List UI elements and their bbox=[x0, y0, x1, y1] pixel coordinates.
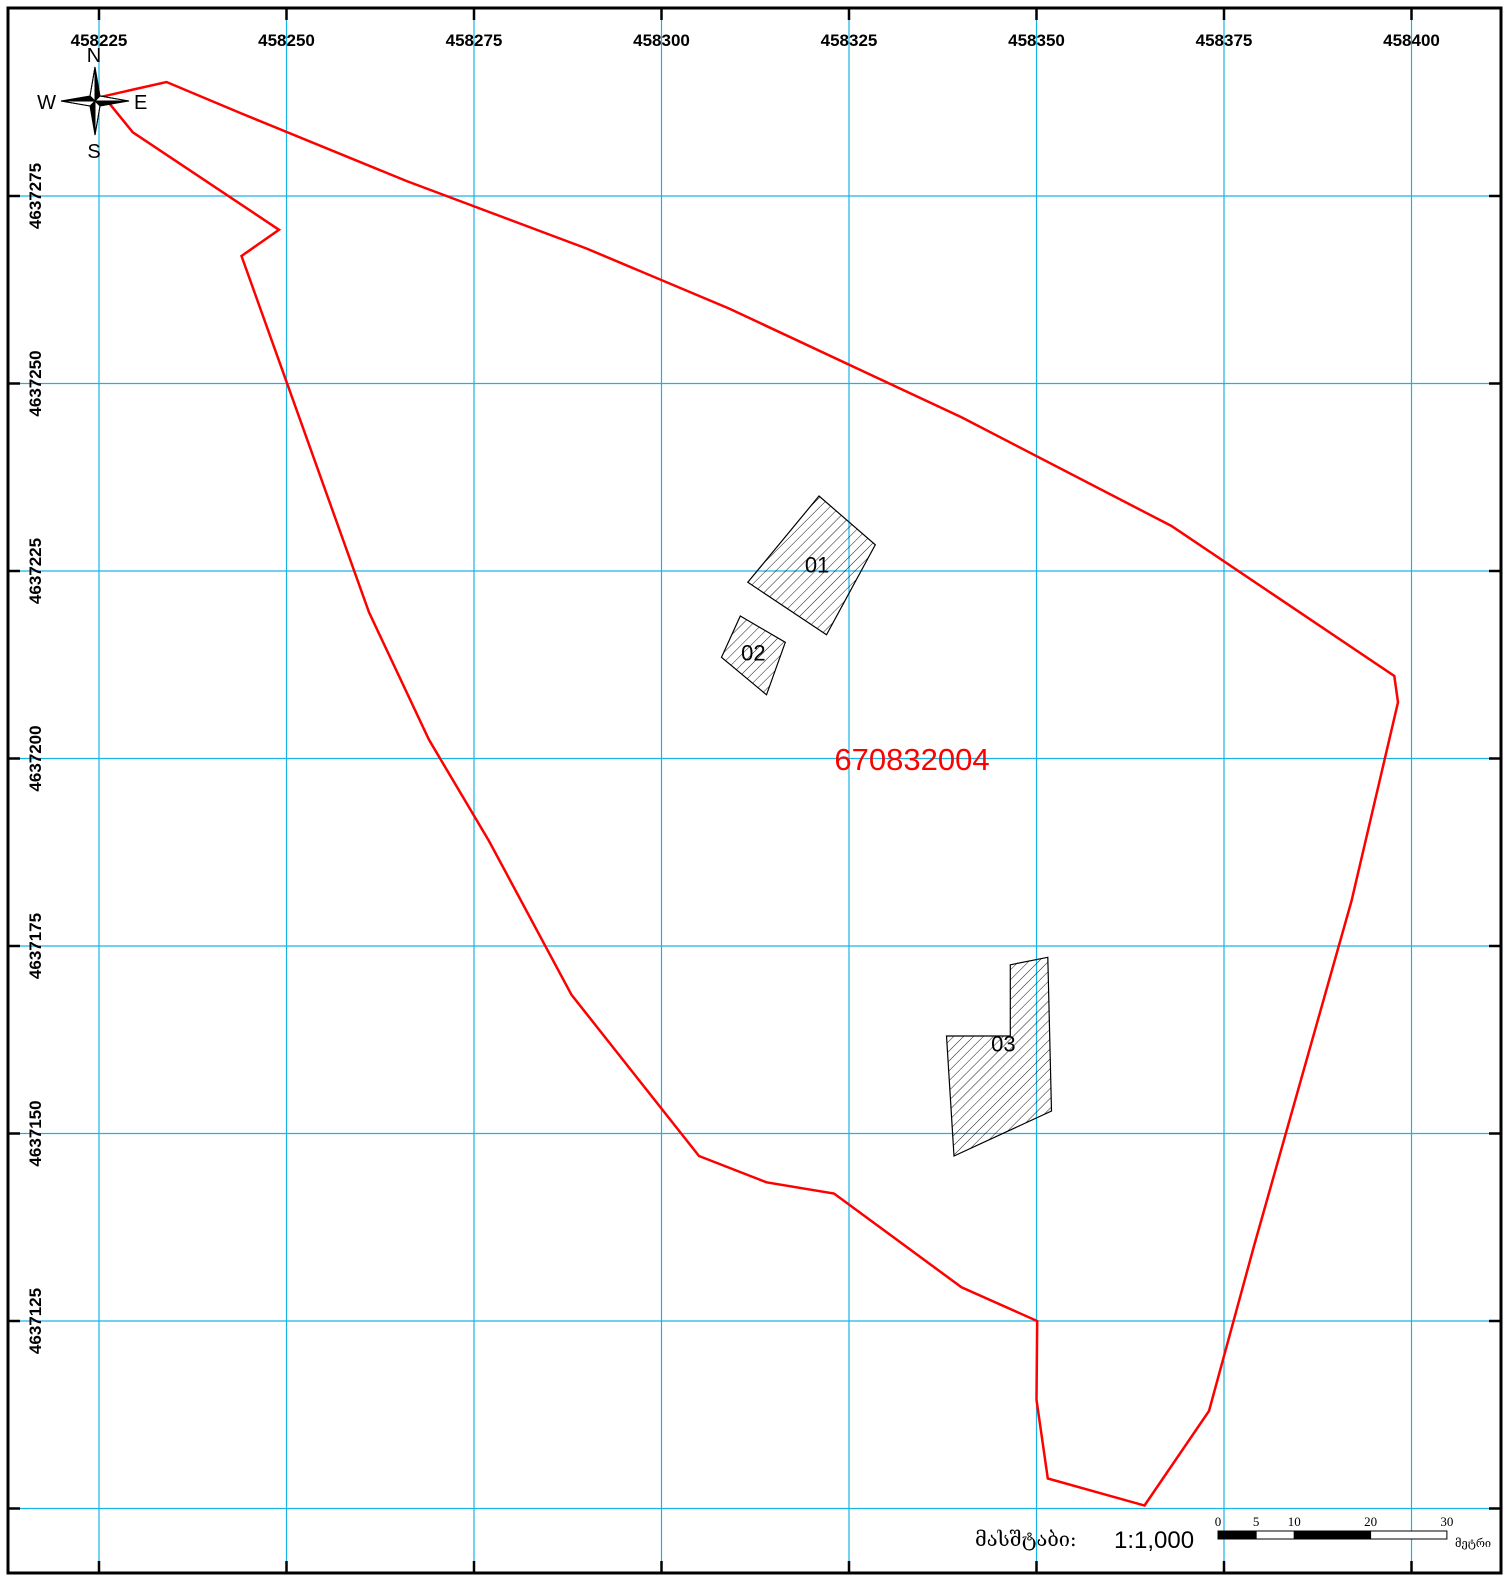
northing-label: 4637225 bbox=[26, 538, 45, 604]
parcel-boundary[interactable] bbox=[101, 80, 1400, 1507]
easting-label: 458275 bbox=[446, 31, 503, 50]
scale-value: 1:1,000 bbox=[1114, 1527, 1194, 1554]
northing-label: 4637275 bbox=[26, 163, 45, 229]
parcel-id-label: 670832004 bbox=[834, 742, 989, 777]
building-footprint bbox=[945, 956, 1053, 1157]
easting-label: 458400 bbox=[1383, 31, 1440, 50]
compass-rose-icon: N S E W bbox=[37, 45, 147, 163]
easting-label: 458325 bbox=[821, 31, 878, 50]
northing-labels: 4637275 4637250 4637225 4637200 4637175 46371… bbox=[26, 163, 45, 1354]
northing-label: 4637125 bbox=[26, 1288, 45, 1354]
map-frame bbox=[6, 6, 1503, 1575]
building-footprint bbox=[720, 615, 787, 696]
compass-west: W bbox=[37, 92, 56, 114]
scale-legend: მასშტაბი: 1:1,000 0 5 10 20 30 მეტრი bbox=[975, 1514, 1491, 1554]
northing-label: 4637150 bbox=[26, 1100, 45, 1166]
easting-label: 458250 bbox=[258, 31, 315, 50]
easting-labels: 458225 458250 458275 458300 458325 458350 4583… bbox=[71, 31, 1440, 50]
grid-ticks bbox=[8, 8, 1501, 1573]
easting-label: 458300 bbox=[633, 31, 690, 50]
scale-unit: მეტრი bbox=[1455, 1537, 1491, 1550]
northing-label: 4637175 bbox=[26, 913, 45, 979]
scale-bar-segment bbox=[1255, 1530, 1295, 1540]
northing-label: 4637200 bbox=[26, 725, 45, 791]
building-label: 02 bbox=[741, 641, 765, 666]
building-footprint bbox=[746, 495, 877, 636]
building-label: 01 bbox=[805, 552, 829, 577]
scale-tick-label: 0 bbox=[1215, 1514, 1222, 1529]
scale-tick-label: 20 bbox=[1364, 1514, 1377, 1529]
easting-label: 458350 bbox=[1008, 31, 1065, 50]
scale-tick-label: 5 bbox=[1253, 1514, 1260, 1529]
northing-label: 4637250 bbox=[26, 350, 45, 416]
compass-north: N bbox=[87, 45, 101, 67]
building-02[interactable]: 02 bbox=[720, 615, 787, 696]
easting-label: 458375 bbox=[1196, 31, 1253, 50]
scale-caption: მასშტაბი: bbox=[975, 1527, 1077, 1551]
building-03[interactable]: 03 bbox=[945, 956, 1053, 1157]
coordinate-grid bbox=[8, 8, 1501, 1573]
scale-tick-label: 30 bbox=[1440, 1514, 1453, 1529]
easting-label: 458225 bbox=[71, 31, 128, 50]
scale-bar-segment bbox=[1370, 1530, 1448, 1540]
scale-bar: 0 5 10 20 30 bbox=[1215, 1514, 1453, 1540]
scale-bar-segment bbox=[1217, 1530, 1257, 1540]
scale-tick-label: 10 bbox=[1288, 1514, 1301, 1529]
compass-east: E bbox=[134, 92, 147, 114]
compass-south: S bbox=[87, 141, 100, 163]
building-label: 03 bbox=[991, 1032, 1015, 1057]
building-01[interactable]: 01 bbox=[746, 495, 877, 636]
scale-bar-segment bbox=[1293, 1530, 1372, 1540]
buildings: 01 02 03 bbox=[720, 495, 1053, 1157]
